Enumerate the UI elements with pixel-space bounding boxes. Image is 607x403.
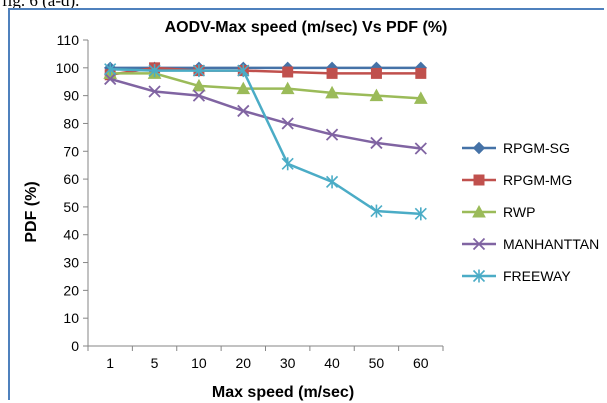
series-line xyxy=(110,67,421,216)
y-tick-label: 20 xyxy=(63,282,79,298)
caption-fragment: fig. 6 (a-d). xyxy=(2,0,80,10)
data-point xyxy=(370,204,383,218)
x-tick-label: 30 xyxy=(280,355,296,371)
y-tick-label: 90 xyxy=(63,88,79,104)
y-axis-title: PDF (%) xyxy=(23,181,40,242)
data-point xyxy=(104,72,117,86)
data-point xyxy=(413,91,428,104)
x-tick-label: 1 xyxy=(106,355,114,371)
series-line xyxy=(109,66,421,77)
x-tick-label: 10 xyxy=(191,355,207,371)
data-point xyxy=(237,64,250,78)
data-point xyxy=(282,66,294,78)
series-freeway xyxy=(104,62,427,221)
data-point xyxy=(192,89,206,102)
x-tick-label: 5 xyxy=(151,355,159,371)
legend: RPGM-SG RPGM-MG RWP MANHANTTAN FREEWAY xyxy=(462,140,599,284)
y-tick-label: 0 xyxy=(71,338,79,354)
legend-label: RWP xyxy=(503,204,535,220)
data-point xyxy=(370,136,383,150)
x-tick-label: 20 xyxy=(236,355,252,371)
x-tick-label: 60 xyxy=(413,355,429,371)
data-point xyxy=(325,175,339,189)
data-point xyxy=(326,67,338,79)
y-tick-label: 10 xyxy=(63,310,79,326)
data-point-stroke xyxy=(148,85,161,98)
series-line xyxy=(110,72,421,100)
legend-item: RPGM-SG xyxy=(462,140,570,156)
legend-label: MANHANTTAN xyxy=(503,236,599,252)
x-tick-label: 50 xyxy=(369,355,385,371)
data-point xyxy=(281,157,294,171)
data-point xyxy=(472,237,486,251)
y-tick-label: 40 xyxy=(63,227,79,243)
series-layer xyxy=(103,61,428,221)
y-tick-label: 60 xyxy=(63,171,79,187)
y-tick-label: 30 xyxy=(63,255,79,271)
series-manhanttan xyxy=(104,72,427,155)
y-tick-label: 80 xyxy=(63,115,79,131)
data-point xyxy=(472,269,486,283)
data-point xyxy=(148,85,161,98)
data-point-stroke xyxy=(414,142,427,155)
data-point xyxy=(325,85,339,99)
data-point-stroke xyxy=(472,237,486,251)
data-point xyxy=(325,128,339,141)
data-point xyxy=(415,67,427,79)
data-point xyxy=(281,117,294,130)
legend-item: FREEWAY xyxy=(462,268,571,284)
data-point-stroke xyxy=(104,72,117,86)
chart-title: AODV-Max speed (m/sec) Vs PDF (%) xyxy=(165,19,448,36)
data-point xyxy=(192,64,206,78)
data-point-stroke xyxy=(370,136,383,150)
data-point xyxy=(414,207,427,221)
y-tick-label: 100 xyxy=(56,60,80,76)
x-axis-title: Max speed (m/sec) xyxy=(212,384,354,401)
legend-item: RWP xyxy=(462,204,535,220)
data-point xyxy=(148,64,161,78)
y-tick-label: 70 xyxy=(63,143,79,159)
data-point xyxy=(236,81,251,95)
y-tick-label: 110 xyxy=(57,32,80,48)
data-point-stroke xyxy=(237,104,250,118)
data-point-stroke xyxy=(325,128,339,141)
legend-label: FREEWAY xyxy=(503,268,571,284)
data-point xyxy=(369,88,384,102)
y-tick-label: 50 xyxy=(63,199,79,215)
data-point-stroke xyxy=(192,89,206,102)
legend-label: RPGM-SG xyxy=(503,140,570,156)
data-point xyxy=(414,142,427,155)
legend-item: MANHANTTAN xyxy=(462,236,599,252)
data-point xyxy=(370,67,382,79)
data-point xyxy=(280,81,295,95)
legend-label: RPGM-MG xyxy=(503,172,572,188)
data-point xyxy=(237,104,250,118)
data-point xyxy=(104,62,117,76)
data-point xyxy=(472,204,486,218)
data-point xyxy=(473,174,485,186)
data-point xyxy=(192,78,206,92)
legend-item: RPGM-MG xyxy=(462,172,572,188)
axes: 0 10 20 30 40 50 60 70 80 90 100 110 1 5 10 20 30 40 50 60 xyxy=(56,32,444,371)
data-point xyxy=(472,141,486,155)
data-point-stroke xyxy=(281,117,294,130)
x-tick-label: 40 xyxy=(324,355,340,371)
